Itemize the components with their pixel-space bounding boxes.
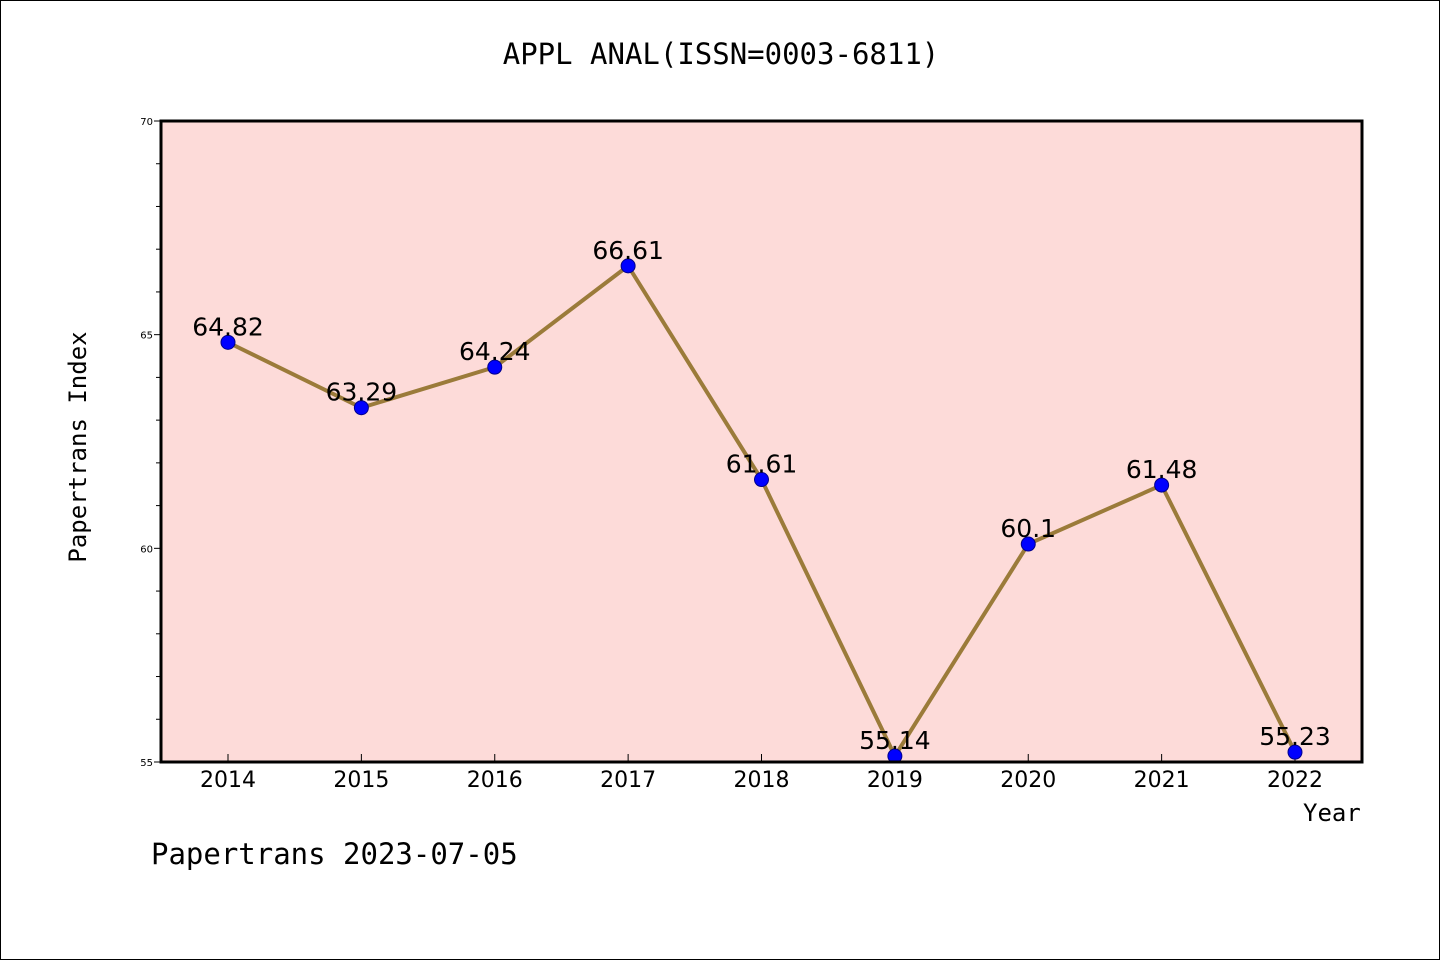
x-tick-label: 2018 [734,768,790,793]
data-label: 63.29 [326,378,398,407]
y-tick-label: 70 [140,117,153,128]
data-point [487,359,503,375]
plot-area [161,121,1362,762]
data-label: 61.48 [1126,455,1198,484]
data-point [1020,536,1036,552]
data-point [1287,744,1303,760]
data-point [220,334,236,350]
x-tick-label: 2019 [867,768,923,793]
x-tick-label: 2021 [1134,768,1190,793]
y-tick-label: 55 [140,758,153,769]
data-label: 61.61 [726,450,798,479]
x-tick-label: 2016 [467,768,523,793]
data-point [754,472,769,488]
data-point [620,258,636,274]
marker-group [220,258,1303,764]
y-tick-label: 60 [140,544,153,555]
x-tick-label: 2022 [1267,768,1323,793]
data-point [1154,477,1170,493]
x-tick-label: 2015 [333,768,389,793]
x-axis-title: Year [1303,799,1361,827]
y-tick-label: 65 [140,331,153,342]
data-label: 55.14 [859,726,931,755]
data-point [353,400,369,416]
x-axis: 2014 2015 2016 2017 2018 2019 2020 2021 2022 [200,754,1323,793]
chart-title: APPL ANAL(ISSN=0003-6811) [502,37,940,71]
data-label: 66.61 [592,236,664,265]
plot-border [159,119,1364,764]
data-label: 64.82 [192,312,264,341]
x-tick-label: 2017 [600,768,656,793]
x-tick-label: 2020 [1000,768,1056,793]
y-axis: 55 60 65 70 [140,117,161,769]
data-label: 64.24 [459,337,531,366]
x-tick-label: 2014 [200,768,256,793]
data-label-group: 64.82 63.29 64.24 66.61 61.61 55.14 60.1 61.48 5… [192,236,1331,755]
footer-note: Papertrans 2023-07-05 [151,837,518,871]
data-label: 60.1 [1000,514,1056,543]
data-label: 55.23 [1259,722,1331,751]
